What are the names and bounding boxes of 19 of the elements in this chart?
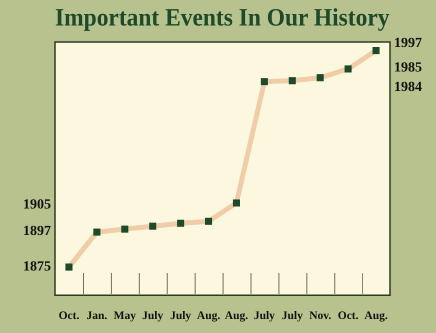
x-tick-label: Aug. [364,310,388,322]
x-tick-label: July [254,310,276,322]
x-tick-label: Aug. [224,310,248,322]
x-tick-label: May [114,310,136,322]
text: 1897 [23,224,51,240]
x-tick-label: July [282,310,304,322]
x-tick-label: July [142,310,164,322]
text: 1997 [394,36,422,51]
x-tick-label: Aug. [196,310,220,322]
x-tick-label: Oct. [58,310,80,322]
text: 1905 [23,197,51,212]
x-tick-label: Jan. [86,310,108,322]
text: 1875 [23,260,51,275]
text: 1985 [394,60,422,76]
x-tick-label: July [170,310,192,322]
x-tick-label: Nov. [309,310,332,322]
chart-title: Important Events In Our History [55,4,390,32]
x-tick-label: Oct. [338,310,359,322]
text: 1984 [394,80,422,95]
